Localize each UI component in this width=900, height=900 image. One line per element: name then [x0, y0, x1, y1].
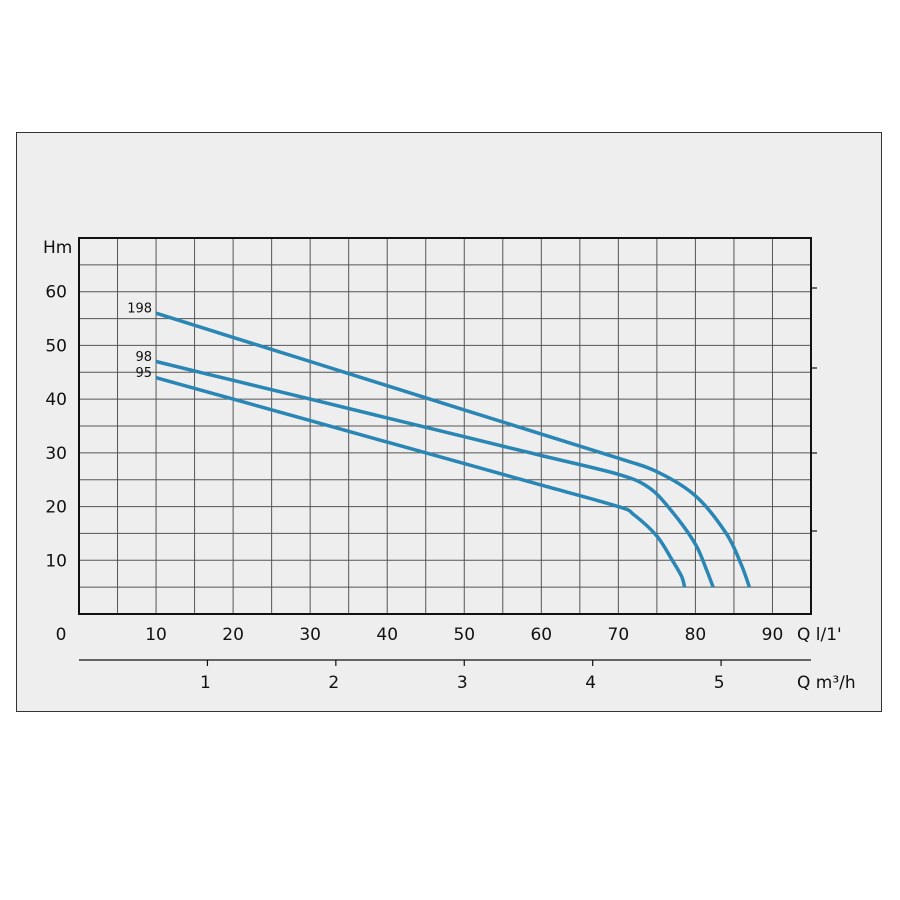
y-tick-label: 50	[45, 336, 67, 356]
curve-98	[155, 359, 715, 588]
x-tick-label: 20	[222, 625, 244, 645]
grid	[79, 238, 811, 614]
x-tick-label: 30	[299, 625, 321, 645]
curve-label-198: 198	[127, 302, 152, 317]
x-tick-label: 50	[453, 625, 475, 645]
secondary-tick-label: 4	[585, 673, 596, 693]
x-axis-label-primary: Q l/1'	[797, 625, 842, 645]
right-axis-ticks	[811, 287, 817, 532]
y-axis-tick-labels: 10 20 30 40 50 60	[45, 283, 67, 572]
curve-198	[155, 311, 752, 588]
y-tick-label: 40	[45, 390, 67, 410]
x-tick-label: 10	[145, 625, 167, 645]
curve-95	[155, 376, 687, 588]
x-axis-tick-labels: 0 10 20 30 40 50 60 70 80 90	[56, 625, 784, 645]
secondary-tick-label: 5	[714, 673, 725, 693]
secondary-tick-label: 3	[457, 673, 468, 693]
secondary-tick-label: 2	[328, 673, 339, 693]
curve-label-95: 95	[136, 366, 153, 381]
x-tick-label: 90	[762, 625, 784, 645]
y-tick-label: 20	[45, 498, 67, 518]
x-tick-label: 40	[376, 625, 398, 645]
plot-area-frame	[78, 237, 812, 615]
y-axis-label: Hm	[43, 238, 72, 258]
x-tick-label: 80	[685, 625, 707, 645]
x-tick-label: 60	[530, 625, 552, 645]
x-tick-label: 70	[608, 625, 630, 645]
curve-label-98: 98	[136, 350, 153, 365]
y-tick-label: 60	[45, 283, 67, 303]
y-tick-label: 30	[45, 444, 67, 464]
secondary-tick-label: 1	[200, 673, 211, 693]
series-layer	[155, 311, 752, 588]
secondary-axis-tick-labels: 1 2 3 4 5	[200, 660, 725, 693]
x-tick-label: 0	[56, 625, 67, 645]
chart-panel: 198 98 95 10 20 30 40 50 60 0 10 20 30 40 50 60 70 80 90…	[16, 132, 882, 712]
x-axis-label-secondary: Q m³/h	[797, 673, 856, 693]
y-tick-label: 10	[45, 551, 67, 571]
